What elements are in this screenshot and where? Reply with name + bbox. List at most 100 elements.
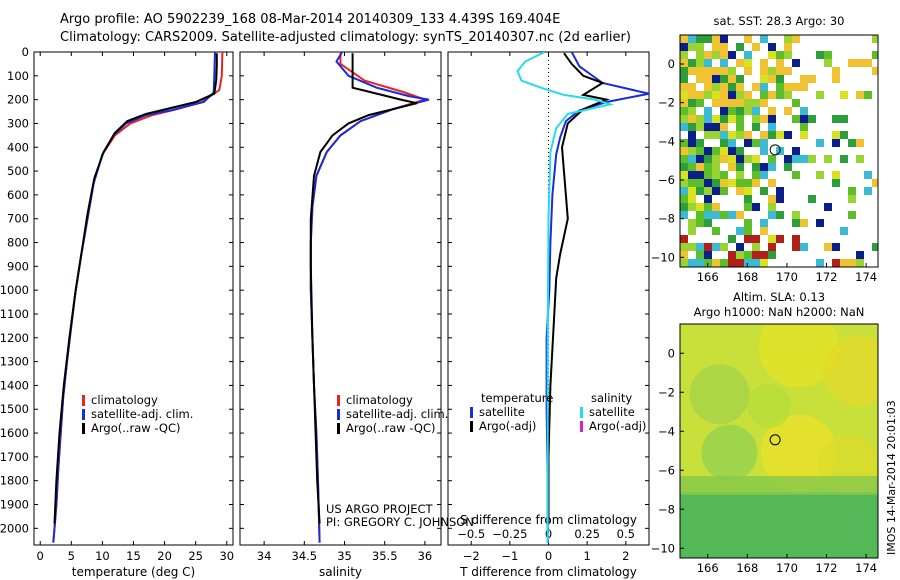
difference-xtick2-label: −0.5 <box>457 527 485 541</box>
sst-cell <box>776 51 784 59</box>
sst-cell <box>736 259 744 267</box>
sst-cell <box>752 139 760 147</box>
sst-cell <box>688 83 696 91</box>
sst-cell <box>744 155 752 163</box>
sst-cell <box>704 107 712 115</box>
sat_sst_map-xtick-label: 172 <box>816 270 838 284</box>
sst-cell <box>704 243 712 251</box>
sst-cell <box>712 147 720 155</box>
sla-blob <box>689 364 750 425</box>
sst-cell <box>832 139 840 147</box>
sst-cell <box>688 163 696 171</box>
sst-cell <box>680 187 688 195</box>
diff-legend-item: Argo(-adj) <box>589 419 646 433</box>
header-line-1: Argo profile: AO 5902239_168 08-Mar-2014… <box>60 12 560 27</box>
depth-tick-label: 1800 <box>0 474 29 488</box>
sst-cell <box>728 163 736 171</box>
sst-cell <box>744 51 752 59</box>
charts-container: 0100200300400500600700800900100011001200… <box>0 14 879 579</box>
sst-cell <box>768 51 776 59</box>
sst-cell <box>760 259 768 267</box>
sst-cell <box>768 91 776 99</box>
sst-cell <box>688 123 696 131</box>
altimetry_map-frame <box>679 323 879 559</box>
sst-cell <box>744 91 752 99</box>
salinity-legend-swatch <box>337 395 340 406</box>
sst-cell <box>800 155 808 163</box>
panel-sat_sst_map: 166 168 170 172 174 0 −2 −4 −6 −8 −10 sat. SST: 28.… <box>651 14 879 284</box>
sst-cell <box>752 251 760 259</box>
sst-cell <box>736 59 744 67</box>
sst-cell <box>856 251 864 259</box>
sst-cell <box>720 155 728 163</box>
sst-cell <box>704 83 712 91</box>
sst-cell <box>744 259 752 267</box>
credit-project: US ARGO PROJECT <box>326 502 434 516</box>
sst-cell <box>832 67 840 75</box>
sst-cell <box>760 99 768 107</box>
sla-blob <box>701 424 758 481</box>
sst-cell <box>776 235 784 243</box>
sst-cell <box>776 67 784 75</box>
sst-cell <box>728 235 736 243</box>
altimetry_map-xtick-label: 172 <box>816 561 838 575</box>
sst-cell <box>680 59 688 67</box>
sst-cell <box>728 115 736 123</box>
sst-cell <box>736 187 744 195</box>
depth-tick-label: 1000 <box>0 283 29 297</box>
sst-cell <box>752 115 760 123</box>
sst-cell <box>720 243 728 251</box>
sst-cell <box>696 51 704 59</box>
sst-cell <box>688 115 696 123</box>
salinity-xlabel: salinity <box>319 565 362 579</box>
sst-cell <box>840 115 848 123</box>
sst-cell <box>792 171 800 179</box>
sst-cell <box>712 131 720 139</box>
sst-cell <box>680 91 688 99</box>
sst-cell <box>752 99 760 107</box>
sst-cell <box>832 115 840 123</box>
sst-cell <box>712 259 720 267</box>
sst-cell <box>784 51 792 59</box>
difference-xtick-label: 2 <box>622 549 629 563</box>
sst-cell <box>704 91 712 99</box>
sst-cell <box>680 163 688 171</box>
sst-cell <box>864 187 872 195</box>
sst-cell <box>704 219 712 227</box>
sst-cell <box>688 187 696 195</box>
sst-cell <box>768 123 776 131</box>
salinity-xtick-label: 36 <box>418 549 433 563</box>
sst-cell <box>720 179 728 187</box>
diff-legend-swatch <box>580 421 583 432</box>
sst-cell <box>768 75 776 83</box>
sst-cell <box>744 219 752 227</box>
sst-cell <box>728 75 736 83</box>
difference-series-temperature-satellite <box>545 52 649 543</box>
temperature-legend-swatch <box>82 409 85 420</box>
sst-cell <box>736 99 744 107</box>
sst-cell <box>720 139 728 147</box>
difference-xlabel: T difference from climatology <box>459 565 637 579</box>
sst-cell <box>784 163 792 171</box>
difference-xtick-label: −2 <box>463 549 480 563</box>
sst-cell <box>712 51 720 59</box>
sst-cell <box>736 115 744 123</box>
sst-cell <box>760 147 768 155</box>
altimetry_map-ytick-label: 0 <box>668 346 675 360</box>
sst-cell <box>712 155 720 163</box>
sat_sst_map-xtick-label: 166 <box>697 270 719 284</box>
sst-cell <box>816 259 824 267</box>
sst-cell <box>736 107 744 115</box>
sat_sst_map-argo-marker <box>769 144 781 156</box>
sst-cell <box>744 35 752 43</box>
sst-cell <box>736 147 744 155</box>
sst-cell <box>712 163 720 171</box>
sst-cell <box>728 211 736 219</box>
sst-cell <box>680 155 688 163</box>
sst-cell <box>704 115 712 123</box>
sst-cell <box>800 243 808 251</box>
sst-cell <box>688 99 696 107</box>
sst-cell <box>712 187 720 195</box>
temperature-xtick-label: 30 <box>219 549 234 563</box>
sst-cell <box>704 75 712 83</box>
